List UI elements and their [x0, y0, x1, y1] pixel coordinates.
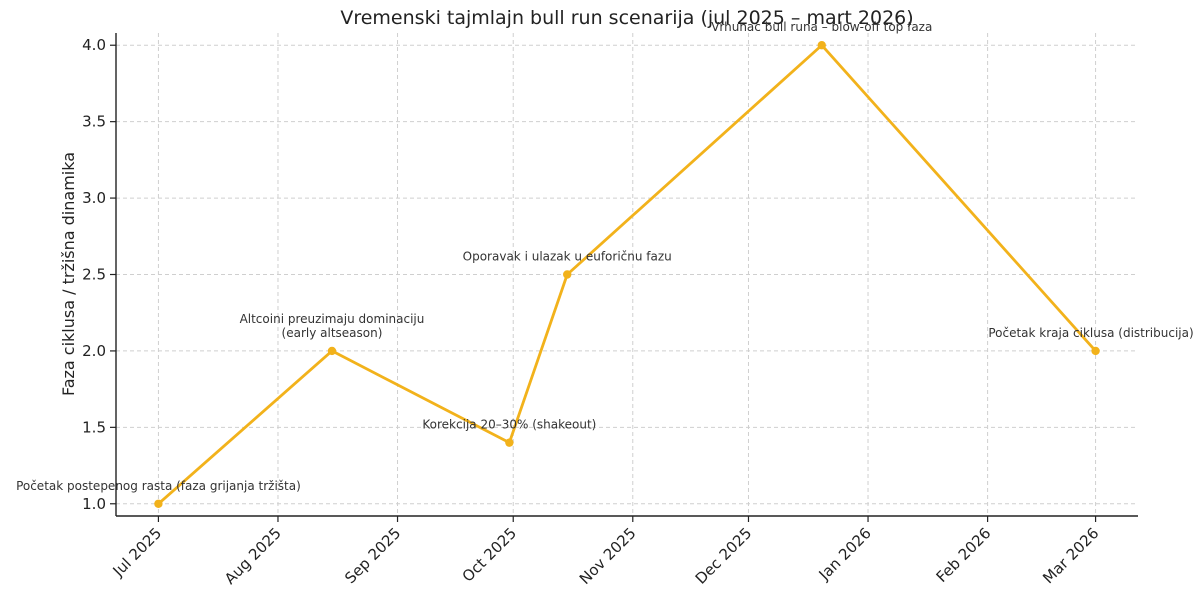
tick-labels: 1.0 1.5 2.0 2.5 3.0 3.5 4.0 Jul 2025 Aug 2025 Sep…: [82, 36, 1102, 588]
x-tick-label: Jul 2025: [109, 524, 166, 581]
data-point: [563, 270, 572, 279]
data-point: [505, 438, 514, 447]
data-label: Vrhunac bull runa – blow-off top faza: [711, 20, 932, 34]
y-tick-label: 3.5: [82, 113, 106, 131]
grid-lines: [116, 33, 1138, 516]
x-tick-label: Jan 2026: [815, 524, 875, 584]
y-tick-label: 1.0: [82, 495, 106, 513]
y-tick-label: 2.5: [82, 266, 106, 284]
data-point: [1091, 346, 1100, 356]
x-tick-label: Mar 2026: [1039, 524, 1102, 587]
x-tick-label: Oct 2025: [459, 524, 520, 585]
data-label: Oporavak i ulazak u euforičnu fazu: [463, 250, 672, 264]
axes: [110, 33, 1138, 522]
y-tick-label: 3.0: [82, 189, 106, 207]
data-point: [327, 346, 337, 356]
data-series: [154, 41, 1100, 508]
series-line: [157, 43, 1097, 505]
x-tick-label: Nov 2025: [576, 524, 640, 588]
y-tick-label: 2.0: [82, 342, 106, 360]
y-tick-label: 4.0: [82, 36, 106, 54]
y-axis-label: Faza ciklusa / tržišna dinamika: [59, 152, 78, 396]
data-point: [817, 41, 826, 50]
x-tick-label: Sep 2025: [341, 524, 404, 587]
data-label: Početak postepenog rasta (faza grijanja …: [16, 479, 301, 493]
chart-title: Vremenski tajmlajn bull run scenarija (j…: [340, 7, 913, 29]
data-label: (early altseason): [282, 326, 383, 340]
x-tick-label: Feb 2026: [933, 524, 995, 586]
annotations: Početak postepenog rasta (faza grijanja …: [16, 20, 1194, 493]
data-label: Altcoini preuzimaju dominaciju: [240, 312, 425, 326]
data-label: Početak kraja ciklusa (distribucija): [988, 326, 1193, 340]
y-tick-label: 1.5: [82, 418, 106, 436]
data-point: [154, 499, 163, 508]
x-tick-label: Aug 2025: [221, 524, 285, 588]
x-tick-label: Dec 2025: [692, 524, 756, 588]
data-label: Korekcija 20–30% (shakeout): [422, 418, 596, 432]
